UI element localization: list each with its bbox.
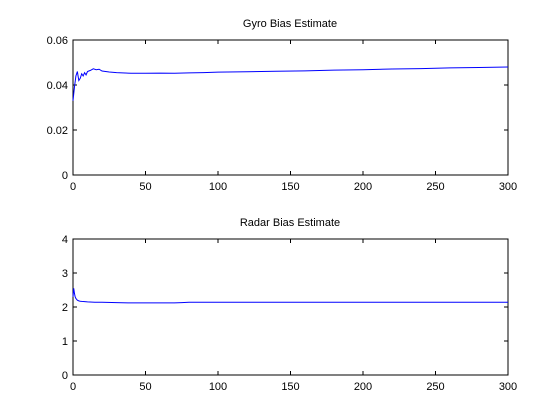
gyro-bias-x-tick-label: 300 — [499, 181, 517, 193]
radar-bias-x-tick-label: 150 — [281, 381, 299, 393]
radar-bias-plot: Radar Bias Estimate 0 50 100 150 200 250 300 0 1… — [62, 217, 517, 393]
radar-bias-title: Radar Bias Estimate — [240, 217, 340, 229]
gyro-bias-x-tick-label: 50 — [139, 181, 151, 193]
radar-bias-x-tick-label: 100 — [209, 381, 227, 393]
gyro-bias-x-tick-label: 0 — [70, 181, 76, 193]
gyro-bias-x-tick-label: 250 — [426, 181, 444, 193]
radar-bias-y-tick-label: 1 — [62, 336, 68, 348]
radar-bias-y-tick-label: 2 — [62, 302, 68, 314]
radar-bias-series-line — [72, 288, 508, 304]
radar-bias-y-tick-label: 3 — [62, 268, 68, 280]
radar-bias-y-tick-label: 0 — [62, 370, 68, 382]
gyro-bias-x-tick-label: 150 — [281, 181, 299, 193]
gyro-bias-x-tick-label: 100 — [209, 181, 227, 193]
radar-bias-x-tick-label: 250 — [426, 381, 444, 393]
radar-bias-x-tick-label: 300 — [499, 381, 517, 393]
gyro-bias-title: Gyro Bias Estimate — [243, 18, 337, 30]
gyro-bias-y-tick-label: 0.02 — [47, 125, 68, 137]
gyro-bias-y-tick-label: 0.04 — [47, 80, 68, 92]
radar-bias-x-tick-label: 200 — [354, 381, 372, 393]
radar-bias-y-tick-label: 4 — [62, 234, 68, 246]
radar-bias-x-tick-label: 0 — [70, 381, 76, 393]
radar-bias-x-tick-label: 50 — [139, 381, 151, 393]
gyro-bias-plot: Gyro Bias Estimate 0 50 100 150 200 250 300 0 0.… — [47, 18, 518, 193]
gyro-bias-series-line — [72, 66, 509, 101]
gyro-bias-x-tick-label: 200 — [354, 181, 372, 193]
gyro-bias-y-tick-label: 0.06 — [47, 35, 68, 47]
gyro-bias-y-tick-label: 0 — [62, 170, 68, 182]
